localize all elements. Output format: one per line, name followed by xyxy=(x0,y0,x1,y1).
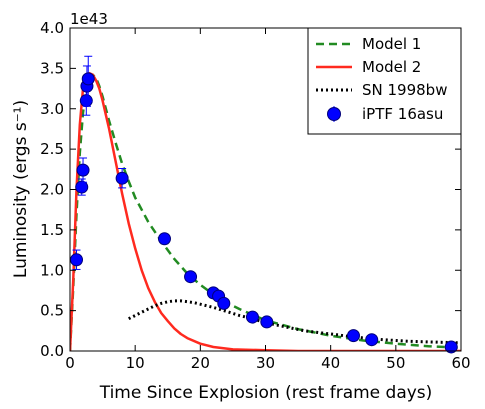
legend: Model 1 Model 2 SN 1998bw iPTF 16asu xyxy=(307,27,462,135)
data-point xyxy=(157,232,171,246)
series-line-sn-1998bw xyxy=(128,299,461,345)
ticks-layer: 0 10 20 30 40 50 60 0.0 0.5 1.0 1.5 2.0 2.5 3.0 3.5 4.0 xyxy=(40,19,470,372)
data-point xyxy=(217,296,231,310)
data-point-marker xyxy=(115,171,129,185)
legend-swatch-iptf-marker xyxy=(327,107,341,121)
data-point-marker xyxy=(217,296,231,310)
y-tick-label: 4.0 xyxy=(40,19,64,37)
data-point xyxy=(365,333,379,347)
data-point-marker xyxy=(75,180,89,194)
data-point-marker xyxy=(346,329,360,343)
data-point xyxy=(81,55,95,102)
legend-label-model-2: Model 2 xyxy=(362,58,421,76)
data-point-marker xyxy=(184,270,198,284)
data-point xyxy=(444,340,458,354)
x-tick-label: 10 xyxy=(126,354,145,372)
data-point xyxy=(346,329,360,343)
x-tick-label: 20 xyxy=(191,354,210,372)
data-point xyxy=(115,168,129,189)
y-axis-label: Luminosity (ergs s⁻¹) xyxy=(11,100,31,278)
y-tick-label: 0.5 xyxy=(40,302,64,320)
data-points-layer xyxy=(70,55,458,354)
legend-label-sn-1998bw: SN 1998bw xyxy=(362,81,447,99)
data-point-marker xyxy=(245,310,259,324)
x-tick-label: 0 xyxy=(65,354,75,372)
data-point xyxy=(260,315,274,329)
data-point-marker xyxy=(365,333,379,347)
x-tick-label: 30 xyxy=(256,354,275,372)
y-tick-label: 1.5 xyxy=(40,221,64,239)
data-point-marker xyxy=(76,163,90,177)
x-tick-label: 40 xyxy=(321,354,340,372)
data-point-marker xyxy=(444,340,458,354)
x-tick-label: 50 xyxy=(386,354,405,372)
data-point-marker xyxy=(79,94,93,108)
data-point xyxy=(245,310,259,324)
y-offset-label: 1e43 xyxy=(70,10,108,28)
data-point xyxy=(75,178,89,196)
data-point-marker xyxy=(70,253,84,267)
legend-label-iptf-16asu: iPTF 16asu xyxy=(362,105,443,123)
legend-label-model-1: Model 1 xyxy=(362,35,421,53)
x-axis-label: Time Since Explosion (rest frame days) xyxy=(99,383,433,403)
y-tick-label: 0.0 xyxy=(40,342,64,360)
y-tick-label: 1.0 xyxy=(40,261,64,279)
data-point-marker xyxy=(260,315,274,329)
data-point xyxy=(184,270,198,284)
y-tick-label: 3.5 xyxy=(40,59,64,77)
y-tick-label: 2.5 xyxy=(40,140,64,158)
data-point-marker xyxy=(81,72,95,86)
y-tick-label: 2.0 xyxy=(40,181,64,199)
data-point-marker xyxy=(157,232,171,246)
x-tick-label: 60 xyxy=(451,354,470,372)
y-tick-label: 3.0 xyxy=(40,100,64,118)
data-point xyxy=(70,249,84,270)
data-point xyxy=(76,157,90,183)
